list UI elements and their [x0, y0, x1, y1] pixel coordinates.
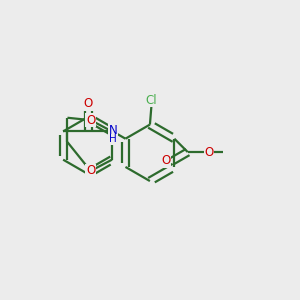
Text: O: O: [86, 164, 95, 178]
Text: H: H: [110, 134, 117, 144]
Text: N: N: [109, 124, 118, 137]
Text: O: O: [161, 154, 170, 167]
Text: O: O: [86, 114, 95, 127]
Text: Cl: Cl: [146, 94, 157, 107]
Text: O: O: [84, 97, 93, 110]
Text: O: O: [205, 146, 214, 159]
